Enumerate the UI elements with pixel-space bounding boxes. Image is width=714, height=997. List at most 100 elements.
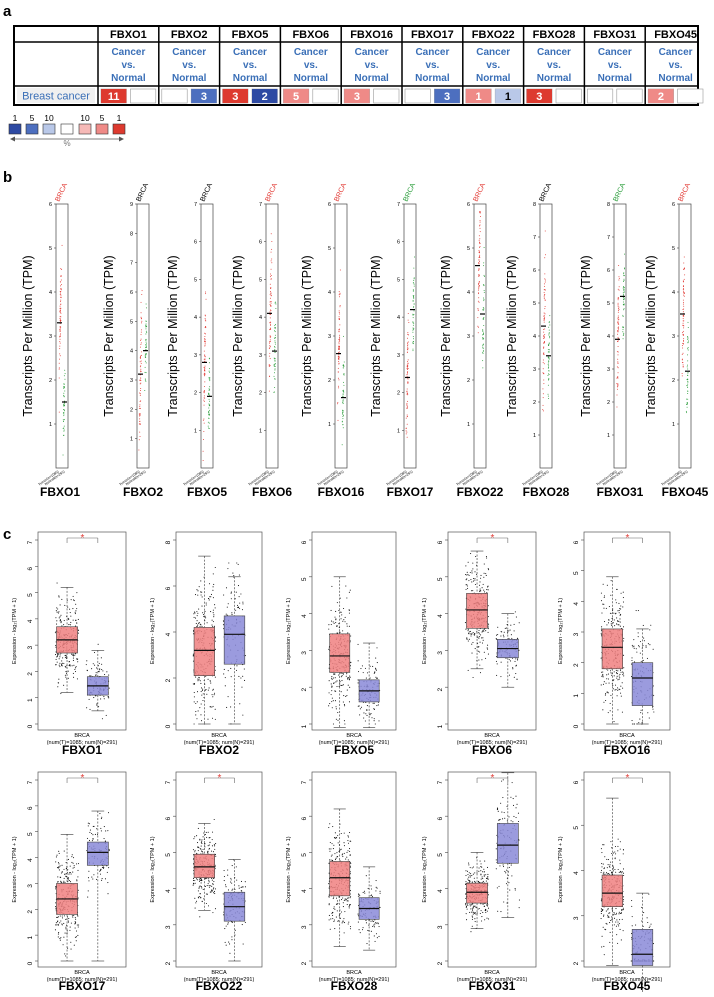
jitter-point — [358, 682, 359, 683]
tumor-point — [204, 390, 205, 391]
jitter-point — [226, 707, 227, 708]
normal-point — [145, 381, 146, 382]
jitter-point — [472, 908, 473, 909]
normal-point — [482, 329, 483, 330]
tumor-point — [479, 252, 480, 253]
normal-point — [687, 360, 688, 361]
jitter-point — [342, 922, 343, 923]
tumor-point — [139, 392, 140, 393]
tumor-point — [140, 344, 141, 345]
normal-point — [687, 348, 688, 349]
jitter-point — [616, 623, 617, 624]
jitter-point — [209, 596, 210, 597]
tumor-point — [407, 406, 408, 407]
scatter-brca-tag: BRCA — [677, 182, 692, 203]
jitter-point — [199, 916, 200, 917]
jitter-point — [223, 624, 224, 625]
jitter-point — [73, 655, 74, 656]
legend-swatch — [79, 124, 91, 134]
jitter-point — [199, 881, 200, 882]
box-frame — [312, 772, 396, 967]
scatter-tick-label: 5 — [397, 277, 400, 283]
tumor-point — [683, 291, 684, 292]
jitter-point — [503, 636, 504, 637]
normal-point — [548, 361, 549, 362]
jitter-point — [623, 592, 624, 593]
normal-point — [275, 335, 276, 336]
box-ylabel: Expression - log₂(TPM + 1) — [422, 836, 428, 902]
jitter-point — [374, 720, 375, 721]
jitter-point — [336, 852, 337, 853]
jitter-point — [201, 887, 202, 888]
jitter-point — [65, 876, 66, 877]
jitter-point — [472, 572, 473, 573]
normal-point — [483, 300, 484, 301]
jitter-point — [225, 942, 226, 943]
jitter-point — [472, 910, 473, 911]
tumor-point — [545, 254, 546, 255]
jitter-point — [505, 628, 506, 629]
normal-point — [686, 411, 687, 412]
tumor-point — [478, 288, 479, 289]
jitter-point — [331, 586, 332, 587]
jitter-point — [632, 646, 633, 647]
normal-point — [146, 342, 147, 343]
jitter-point — [66, 657, 67, 658]
normal-point — [63, 393, 64, 394]
tumor-point — [269, 364, 270, 365]
jitter-point — [345, 899, 346, 900]
box-xlabel: BRCA — [346, 970, 362, 976]
jitter-point — [479, 633, 480, 634]
jitter-point — [376, 705, 377, 706]
normal-point — [413, 341, 414, 342]
normal-point — [64, 375, 65, 376]
jitter-point — [94, 652, 95, 653]
tumor-point — [544, 298, 545, 299]
scatter-tick-label: 5 — [672, 246, 675, 252]
normal-point — [624, 268, 625, 269]
normal-point — [548, 379, 549, 380]
jitter-point — [632, 723, 633, 724]
tumor-point — [684, 274, 685, 275]
comparison-label: Cancer — [476, 47, 510, 58]
normal-point — [343, 336, 344, 337]
tumor-point — [141, 334, 142, 335]
jitter-point — [58, 595, 59, 596]
legend-percent: % — [63, 139, 70, 148]
normal-point — [145, 367, 146, 368]
jitter-point — [376, 670, 377, 671]
normal-point — [146, 321, 147, 322]
jitter-point — [341, 911, 342, 912]
normal-point — [63, 412, 64, 413]
jitter-point — [616, 617, 617, 618]
jitter-point — [60, 615, 61, 616]
jitter-point — [334, 837, 335, 838]
jitter-point — [104, 826, 105, 827]
jitter-point — [482, 876, 483, 877]
jitter-point — [335, 622, 336, 623]
jitter-point — [649, 644, 650, 645]
jitter-point — [57, 653, 58, 654]
tumor-point — [683, 340, 684, 341]
jitter-point — [617, 690, 618, 691]
normal-point — [145, 354, 146, 355]
jitter-point — [212, 718, 213, 719]
jitter-point — [370, 921, 371, 922]
jitter-point — [71, 949, 72, 950]
tumor-point — [60, 310, 61, 311]
normal-point — [623, 304, 624, 305]
tumor-point — [140, 369, 141, 370]
jitter-point — [70, 927, 71, 928]
boxplot-panel: Expression - log₂(TPM + 1)01234567*BRCA(… — [12, 532, 670, 992]
jitter-point — [350, 841, 351, 842]
jitter-point — [374, 671, 375, 672]
scatter-tick-label: 2 — [607, 400, 610, 406]
jitter-point — [211, 707, 212, 708]
jitter-point — [194, 617, 195, 618]
jitter-point — [62, 657, 63, 658]
jitter-point — [333, 683, 334, 684]
jitter-point — [227, 924, 228, 925]
tumor-point — [407, 347, 408, 348]
jitter-point — [349, 832, 350, 833]
jitter-point — [68, 624, 69, 625]
